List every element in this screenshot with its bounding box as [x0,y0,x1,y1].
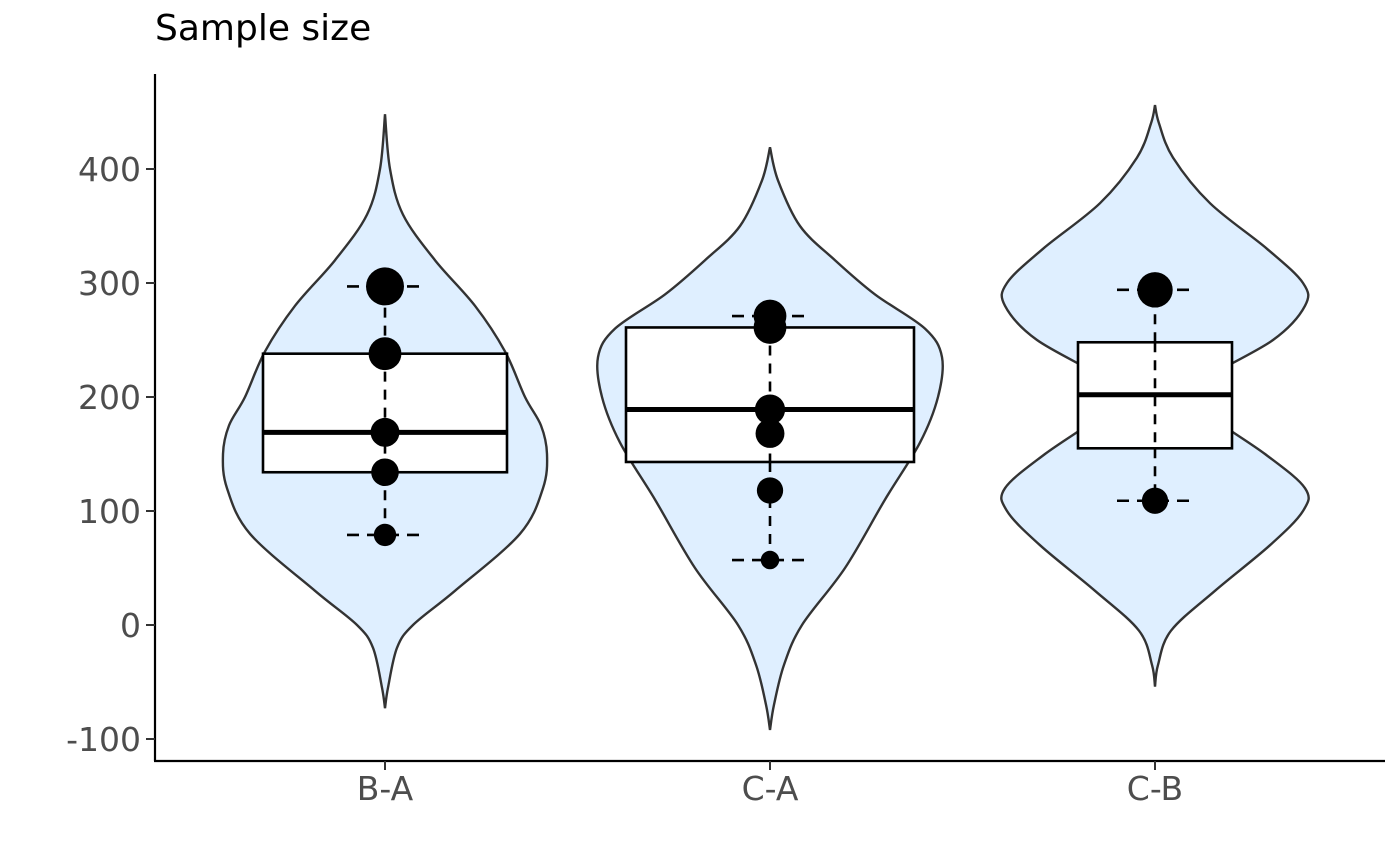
point-C-A-4 [756,477,784,504]
x-tick-label-C-B: C-B [1127,769,1183,808]
point-C-B-1 [1141,487,1169,514]
y-tick-label-200: 200 [78,378,141,417]
x-ticks-layer: B-A C-A C-B [357,761,1183,808]
point-B-A-1 [368,337,402,371]
x-tick-label-B-A: B-A [357,769,414,808]
point-C-A-2 [754,394,786,425]
point-B-A-3 [371,458,399,487]
point-B-A-2 [370,417,400,447]
points-layer [366,267,1173,570]
point-B-A-4 [373,523,397,547]
y-tick-label-100: 100 [78,492,141,531]
y-tick-label-300: 300 [78,264,141,303]
y-tick-label-400: 400 [78,150,141,189]
point-C-A-3 [755,419,785,448]
y-tick-label--100: -100 [66,720,141,759]
y-tick-label-0: 0 [120,606,141,645]
point-C-A-5 [760,550,780,570]
y-ticks-layer: -100 0 100 200 300 400 [66,150,155,759]
point-C-A-1 [753,311,787,344]
chart-title: Sample size [155,8,372,49]
point-B-A-0 [366,267,404,306]
point-C-B-0 [1137,272,1173,308]
x-tick-label-C-A: C-A [742,769,799,808]
